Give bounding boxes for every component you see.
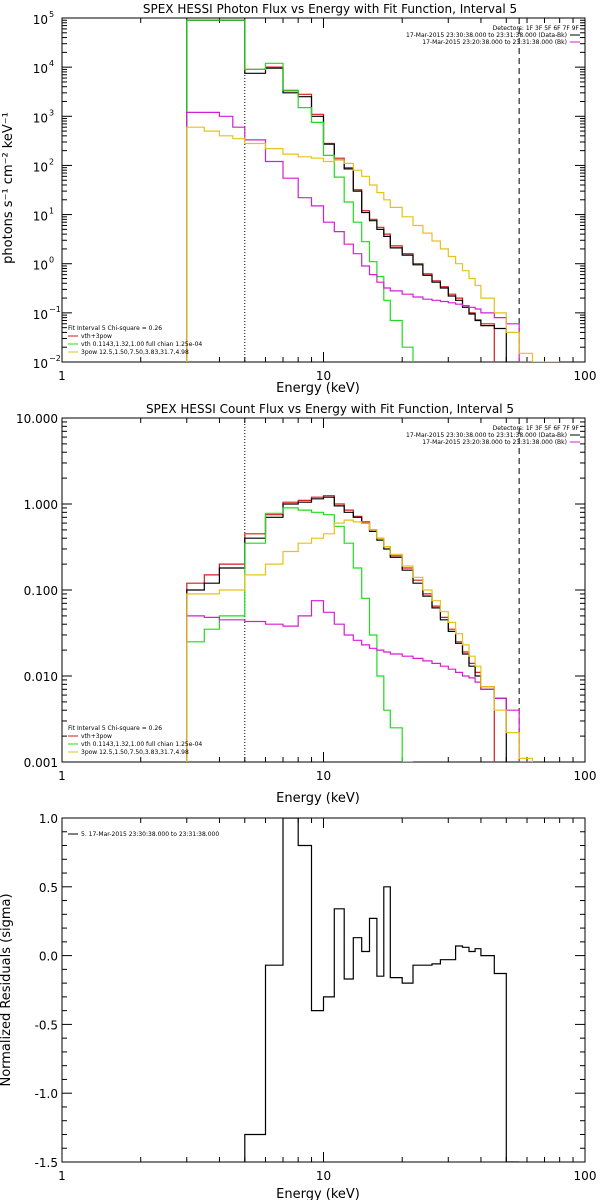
legend-entry: 5. 17-Mar-2015 23:30:38.000 to 23:31:38.… — [81, 831, 219, 838]
residuals-xlabel: Energy (keV) — [276, 1187, 360, 1200]
legend-entry: Fit Interval 5 Chi-square = 0.26 — [68, 325, 162, 332]
y-tick-label: -1.0 — [35, 1087, 58, 1101]
y-tick-label: 10 — [33, 13, 48, 27]
legend-entry: Detectors: 1F 3F 5F 6F 7F 9F — [493, 425, 580, 432]
count-flux-xlabel: Energy (keV) — [276, 791, 360, 806]
photon-flux-xlabel: Energy (keV) — [276, 381, 360, 396]
y-tick-label: 10 — [33, 259, 48, 273]
x-tick-label: 10 — [316, 369, 331, 383]
plot-frame — [61, 17, 586, 363]
y-tick-exponent: 5 — [49, 10, 54, 19]
series-line-1 — [186, 19, 507, 362]
y-tick-label: 1.000 — [24, 498, 58, 512]
residuals-ylabel: Normalized Residuals (sigma) — [0, 893, 14, 1086]
series-group — [244, 818, 520, 1162]
y-tick-exponent: 0 — [49, 256, 54, 265]
y-tick-label: 10.000 — [16, 412, 58, 426]
legend-entry: vth 0.1143,1.32,1.00 full chian 1.25e-04 — [81, 341, 202, 348]
series-line-3 — [186, 111, 533, 362]
x-tick-label: 100 — [574, 769, 597, 783]
legend-entry: vth 0.1143,1.32,1.00 full chian 1.25e-04 — [81, 741, 202, 748]
series-group — [186, 19, 560, 362]
series-line-4 — [186, 519, 534, 762]
y-tick-exponent: 3 — [49, 108, 54, 117]
y-axis-ticks — [62, 17, 585, 363]
y-tick-label: 0.001 — [24, 756, 58, 770]
count-flux-plot-area: 1 10 100 0.001 0.010 0.100 1.000 10.000 Fit Inte… — [16, 412, 596, 783]
x-axis-ticks — [61, 818, 574, 1162]
x-tick-label: 10 — [316, 1169, 331, 1183]
legend-entry: 17-Mar-2015 23:30:38.000 to 23:31:38.000… — [406, 32, 567, 39]
y-tick-label: 10 — [33, 210, 48, 224]
y-tick-label: 10 — [33, 160, 48, 174]
count-flux-title: SPEX HESSI Count Flux vs Energy with Fit… — [146, 402, 514, 416]
x-axis-ticks — [61, 18, 574, 362]
legend-entry: 17-Mar-2015 23:20:38.000 to 23:31:38.000… — [422, 439, 567, 446]
legend-entry: Fit Interval 5 Chi-square = 0.26 — [68, 725, 162, 732]
x-tick-label: 10 — [316, 769, 331, 783]
legend-entry: vth+3pow — [81, 733, 112, 740]
y-tick-exponent: −1 — [49, 305, 61, 314]
series-group — [186, 495, 534, 762]
series-line-2 — [186, 19, 414, 362]
legend-entry: 17-Mar-2015 23:20:38.000 to 23:31:38.000… — [422, 39, 567, 46]
legend-entry: vth+3pow — [81, 333, 112, 340]
x-tick-label: 100 — [574, 369, 597, 383]
y-tick-label: 10 — [33, 308, 48, 322]
y-tick-label: 10 — [33, 111, 48, 125]
count-flux-panel: SPEX HESSI Count Flux vs Energy with Fit… — [16, 402, 596, 806]
y-tick-label: 0.0 — [39, 950, 58, 964]
legend-entry: 3pow 12.5,1.50,7.50,3.83,31.7,4.98 — [81, 749, 189, 756]
y-tick-label: 0.010 — [24, 670, 58, 684]
series-line-4 — [186, 126, 560, 362]
y-tick-label: 0.5 — [39, 881, 58, 895]
y-tick-exponent: 1 — [49, 207, 54, 216]
series-line-0 — [244, 818, 520, 1162]
residuals-panel: Energy (keV) Normalized Residuals (sigma… — [0, 812, 597, 1202]
series-line-0 — [186, 19, 495, 362]
series-line-1 — [186, 496, 507, 762]
y-tick-exponent: 2 — [49, 157, 54, 166]
x-tick-label: 1 — [58, 369, 66, 383]
photon-flux-title: SPEX HESSI Photon Flux vs Energy with Fi… — [143, 2, 517, 16]
legend-entry: Detectors: 1F 3F 5F 6F 7F 9F — [493, 25, 580, 32]
photon-flux-panel: SPEX HESSI Photon Flux vs Energy with Fi… — [1, 2, 596, 396]
y-tick-label: -1.5 — [35, 1156, 58, 1170]
series-line-3 — [186, 600, 533, 762]
y-tick-exponent: −2 — [49, 354, 61, 363]
series-line-2 — [186, 507, 413, 762]
legend-entry: 3pow 12.5,1.50,7.50,3.83,31.7,4.98 — [81, 349, 189, 356]
y-tick-label: 0.100 — [24, 584, 58, 598]
y-tick-label: 1.0 — [39, 812, 58, 826]
y-axis-ticks — [62, 817, 585, 1163]
x-tick-label: 100 — [574, 1169, 597, 1183]
residuals-plot-area: 1 10 100 -1.5 -1.0 -0.5 0.0 0.5 1.0 5. 17-Mar-201… — [35, 812, 597, 1183]
x-tick-label: 1 — [58, 1169, 66, 1183]
y-tick-exponent: 4 — [49, 59, 54, 68]
photon-flux-ylabel: photons s⁻¹ cm⁻² keV⁻¹ — [1, 112, 16, 264]
y-axis-ticks — [62, 417, 585, 763]
y-tick-label: 10 — [33, 357, 48, 371]
y-tick-label: 10 — [33, 62, 48, 76]
y-tick-label: -0.5 — [35, 1018, 58, 1032]
legend-entry: 17-Mar-2015 23:30:38.000 to 23:31:38.000… — [406, 432, 567, 439]
x-tick-label: 1 — [58, 769, 66, 783]
